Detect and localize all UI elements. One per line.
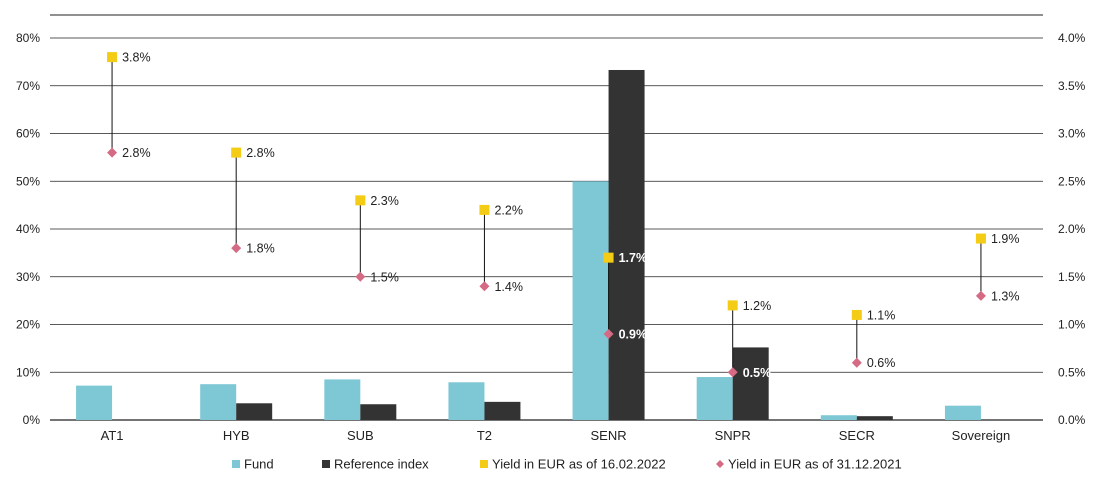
yield-label-16-02-2022: 1.7%: [619, 251, 648, 265]
yield-label-16-02-2022: 1.9%: [991, 232, 1020, 246]
yield-markers: 3.8% 2.8% 2.8% 1.8% 2.3% 1.5% 2.2% 1.4% 1.7% 0.9%…: [107, 51, 1019, 380]
yield-marker-diamond: [107, 147, 118, 158]
yield-marker-diamond: [727, 367, 738, 378]
yield-label-31-12-2021: 0.9%: [619, 328, 648, 342]
bar-reference-senr: [608, 69, 645, 421]
bar-reference-snpr: [732, 347, 769, 420]
x-category-label: SUB: [347, 428, 374, 443]
yield-connectors: [111, 57, 982, 373]
y-left-tick-label: 30%: [16, 270, 40, 284]
yield-label-16-02-2022: 2.8%: [246, 146, 275, 160]
y-right-tick-label: 3.5%: [1058, 79, 1086, 93]
y-left-tick-label: 20%: [16, 318, 40, 332]
yield-label-16-02-2022: 1.2%: [743, 299, 772, 313]
bar-reference-sub: [360, 404, 397, 420]
legend-swatch: [480, 460, 488, 468]
yield-label-16-02-2022: 2.2%: [494, 203, 523, 217]
yield-label-16-02-2022: 1.1%: [867, 308, 896, 322]
yield-marker-square: [479, 204, 490, 215]
legend-label: Reference index: [334, 457, 429, 472]
y-right-tick-label: 2.5%: [1058, 174, 1086, 188]
y-right-tick-label: 1.5%: [1058, 270, 1086, 284]
legend-swatch: [716, 460, 724, 468]
legend-label: Yield in EUR as of 31.12.2021: [728, 457, 902, 472]
y-right-tick-label: 0.5%: [1058, 365, 1086, 379]
bar-fund-at1: [76, 385, 113, 420]
x-category-label: SNPR: [715, 428, 751, 443]
y-axis-right: 0.0% 0.5% 1.0% 1.5% 2.0% 2.5% 3.0% 3.5% 4.0%: [1058, 31, 1086, 427]
legend-label: Fund: [244, 457, 274, 472]
y-right-tick-label: 4.0%: [1058, 31, 1086, 45]
y-left-tick-label: 50%: [16, 174, 40, 188]
bar-fund-t2: [448, 382, 485, 420]
yield-marker-diamond: [355, 271, 366, 282]
x-category-label: HYB: [223, 428, 250, 443]
x-category-label: SENR: [591, 428, 627, 443]
y-right-tick-label: 1.0%: [1058, 318, 1086, 332]
bars: [76, 69, 981, 421]
yield-marker-diamond: [479, 281, 490, 292]
x-category-label: T2: [477, 428, 492, 443]
yield-marker-square: [851, 309, 862, 320]
y-right-tick-label: 2.0%: [1058, 222, 1086, 236]
bar-fund-hyb: [200, 384, 237, 420]
yield-marker-square: [975, 233, 986, 244]
bar-fund-senr: [572, 181, 609, 420]
yield-label-31-12-2021: 0.6%: [867, 356, 896, 370]
yield-marker-diamond: [975, 290, 986, 301]
yield-label-16-02-2022: 2.3%: [370, 194, 399, 208]
x-axis: AT1 HYB SUB T2 SENR SNPR SECR Sovereign: [101, 428, 1011, 443]
bar-fund-sovereign: [944, 405, 981, 420]
y-left-tick-label: 40%: [16, 222, 40, 236]
legend-label: Yield in EUR as of 16.02.2022: [492, 457, 666, 472]
yield-marker-square: [727, 300, 738, 311]
y-right-tick-label: 3.0%: [1058, 127, 1086, 141]
yield-marker-square: [107, 52, 118, 63]
bar-reference-secr: [856, 416, 893, 420]
yield-marker-diamond: [231, 243, 242, 254]
bar-fund-snpr: [696, 377, 733, 420]
yield-marker-square: [355, 195, 366, 206]
y-left-tick-label: 70%: [16, 79, 40, 93]
y-left-tick-label: 10%: [16, 365, 40, 379]
x-category-label: Sovereign: [952, 428, 1011, 443]
y-axis-left: 0% 10% 20% 30% 40% 50% 60% 70% 80%: [16, 31, 40, 427]
bar-reference-t2: [484, 401, 521, 420]
x-category-label: SECR: [839, 428, 875, 443]
y-left-tick-label: 0%: [23, 413, 41, 427]
yield-label-31-12-2021: 2.8%: [122, 146, 151, 160]
yield-marker-square: [231, 147, 242, 158]
yield-label-31-12-2021: 0.5%: [743, 366, 772, 380]
yield-label-31-12-2021: 1.5%: [370, 270, 399, 284]
y-left-tick-label: 80%: [16, 31, 40, 45]
y-left-tick-label: 60%: [16, 127, 40, 141]
yield-label-16-02-2022: 3.8%: [122, 51, 151, 65]
x-category-label: AT1: [101, 428, 124, 443]
y-right-tick-label: 0.0%: [1058, 413, 1086, 427]
yield-marker-square: [603, 252, 614, 263]
bar-fund-sub: [324, 379, 361, 420]
yield-marker-diamond: [603, 329, 614, 340]
yield-label-31-12-2021: 1.3%: [991, 289, 1020, 303]
bar-reference-hyb: [236, 403, 273, 420]
yield-label-31-12-2021: 1.8%: [246, 242, 275, 256]
bar-fund-secr: [820, 415, 857, 420]
yield-marker-diamond: [851, 357, 862, 368]
legend: Fund Reference index Yield in EUR as of 16…: [232, 457, 902, 472]
yield-label-31-12-2021: 1.4%: [494, 280, 523, 294]
legend-swatch: [232, 460, 240, 468]
legend-swatch: [322, 460, 330, 468]
